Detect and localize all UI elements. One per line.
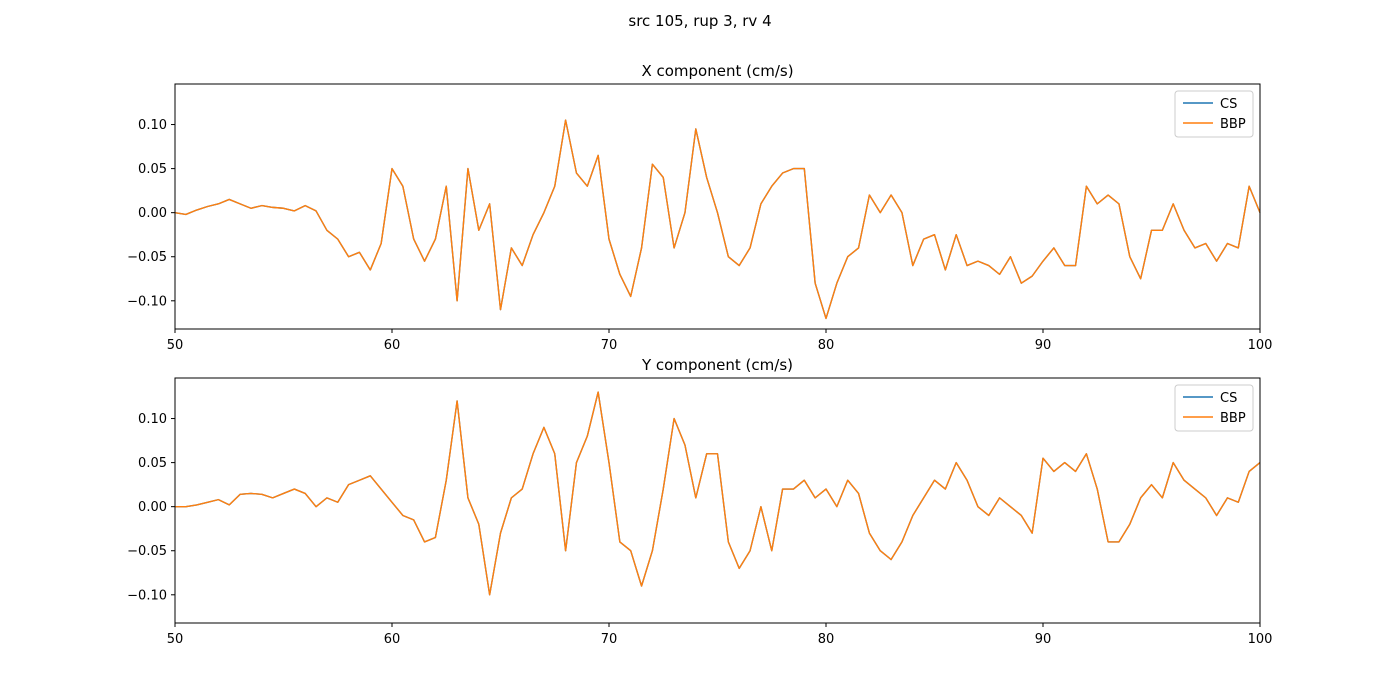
y-tick-label: 0.05 [138,456,167,471]
x-tick-label: 90 [1035,632,1052,647]
x-tick-label: 50 [167,632,184,647]
y-tick-label: −0.05 [127,250,167,265]
y-tick-label: 0.00 [138,206,167,221]
plot-frame [174,377,1261,624]
legend-cs-label: CS [1220,97,1237,112]
series-line-bbp [175,391,1261,596]
x-tick-label: 50 [167,338,184,353]
series-line-bbp [174,119,1261,320]
plot-frame [174,83,1261,330]
y-tick-label: −0.10 [127,294,167,309]
series-line-cs [174,119,1261,320]
legend: CS BBP [1174,384,1254,432]
x-tick-label: 70 [601,338,618,353]
x-tick-label: 100 [1248,338,1273,353]
y-tick-label: 0.10 [138,412,167,427]
x-tick-label: 60 [384,632,401,647]
y-tick-label: 0.05 [138,162,167,177]
y-tick-label: −0.10 [127,588,167,603]
y-tick-label: 0.10 [138,118,167,133]
y-tick-label: 0.00 [138,500,167,515]
figure-suptitle: src 105, rup 3, rv 4 [628,12,771,30]
legend-bbp-label: BBP [1220,411,1246,426]
x-tick-label: 60 [384,338,401,353]
x-tick-label: 70 [601,632,618,647]
y-component-panel: Y component (cm/s) 50 60 70 80 90 100 −0.10 −0.… [127,356,1272,647]
x-component-panel: X component (cm/s) 50 60 70 80 90 100 −0.10 −0.… [127,62,1272,353]
x-tick-label: 90 [1035,338,1052,353]
series-line-cs [175,391,1261,596]
legend: CS BBP [1174,90,1254,138]
panel-title: X component (cm/s) [641,62,793,80]
panel-title: Y component (cm/s) [641,356,793,374]
legend-bbp-label: BBP [1220,117,1246,132]
legend-cs-label: CS [1220,391,1237,406]
x-tick-label: 80 [818,632,835,647]
x-tick-label: 80 [818,338,835,353]
x-tick-label: 100 [1248,632,1273,647]
y-tick-label: −0.05 [127,544,167,559]
